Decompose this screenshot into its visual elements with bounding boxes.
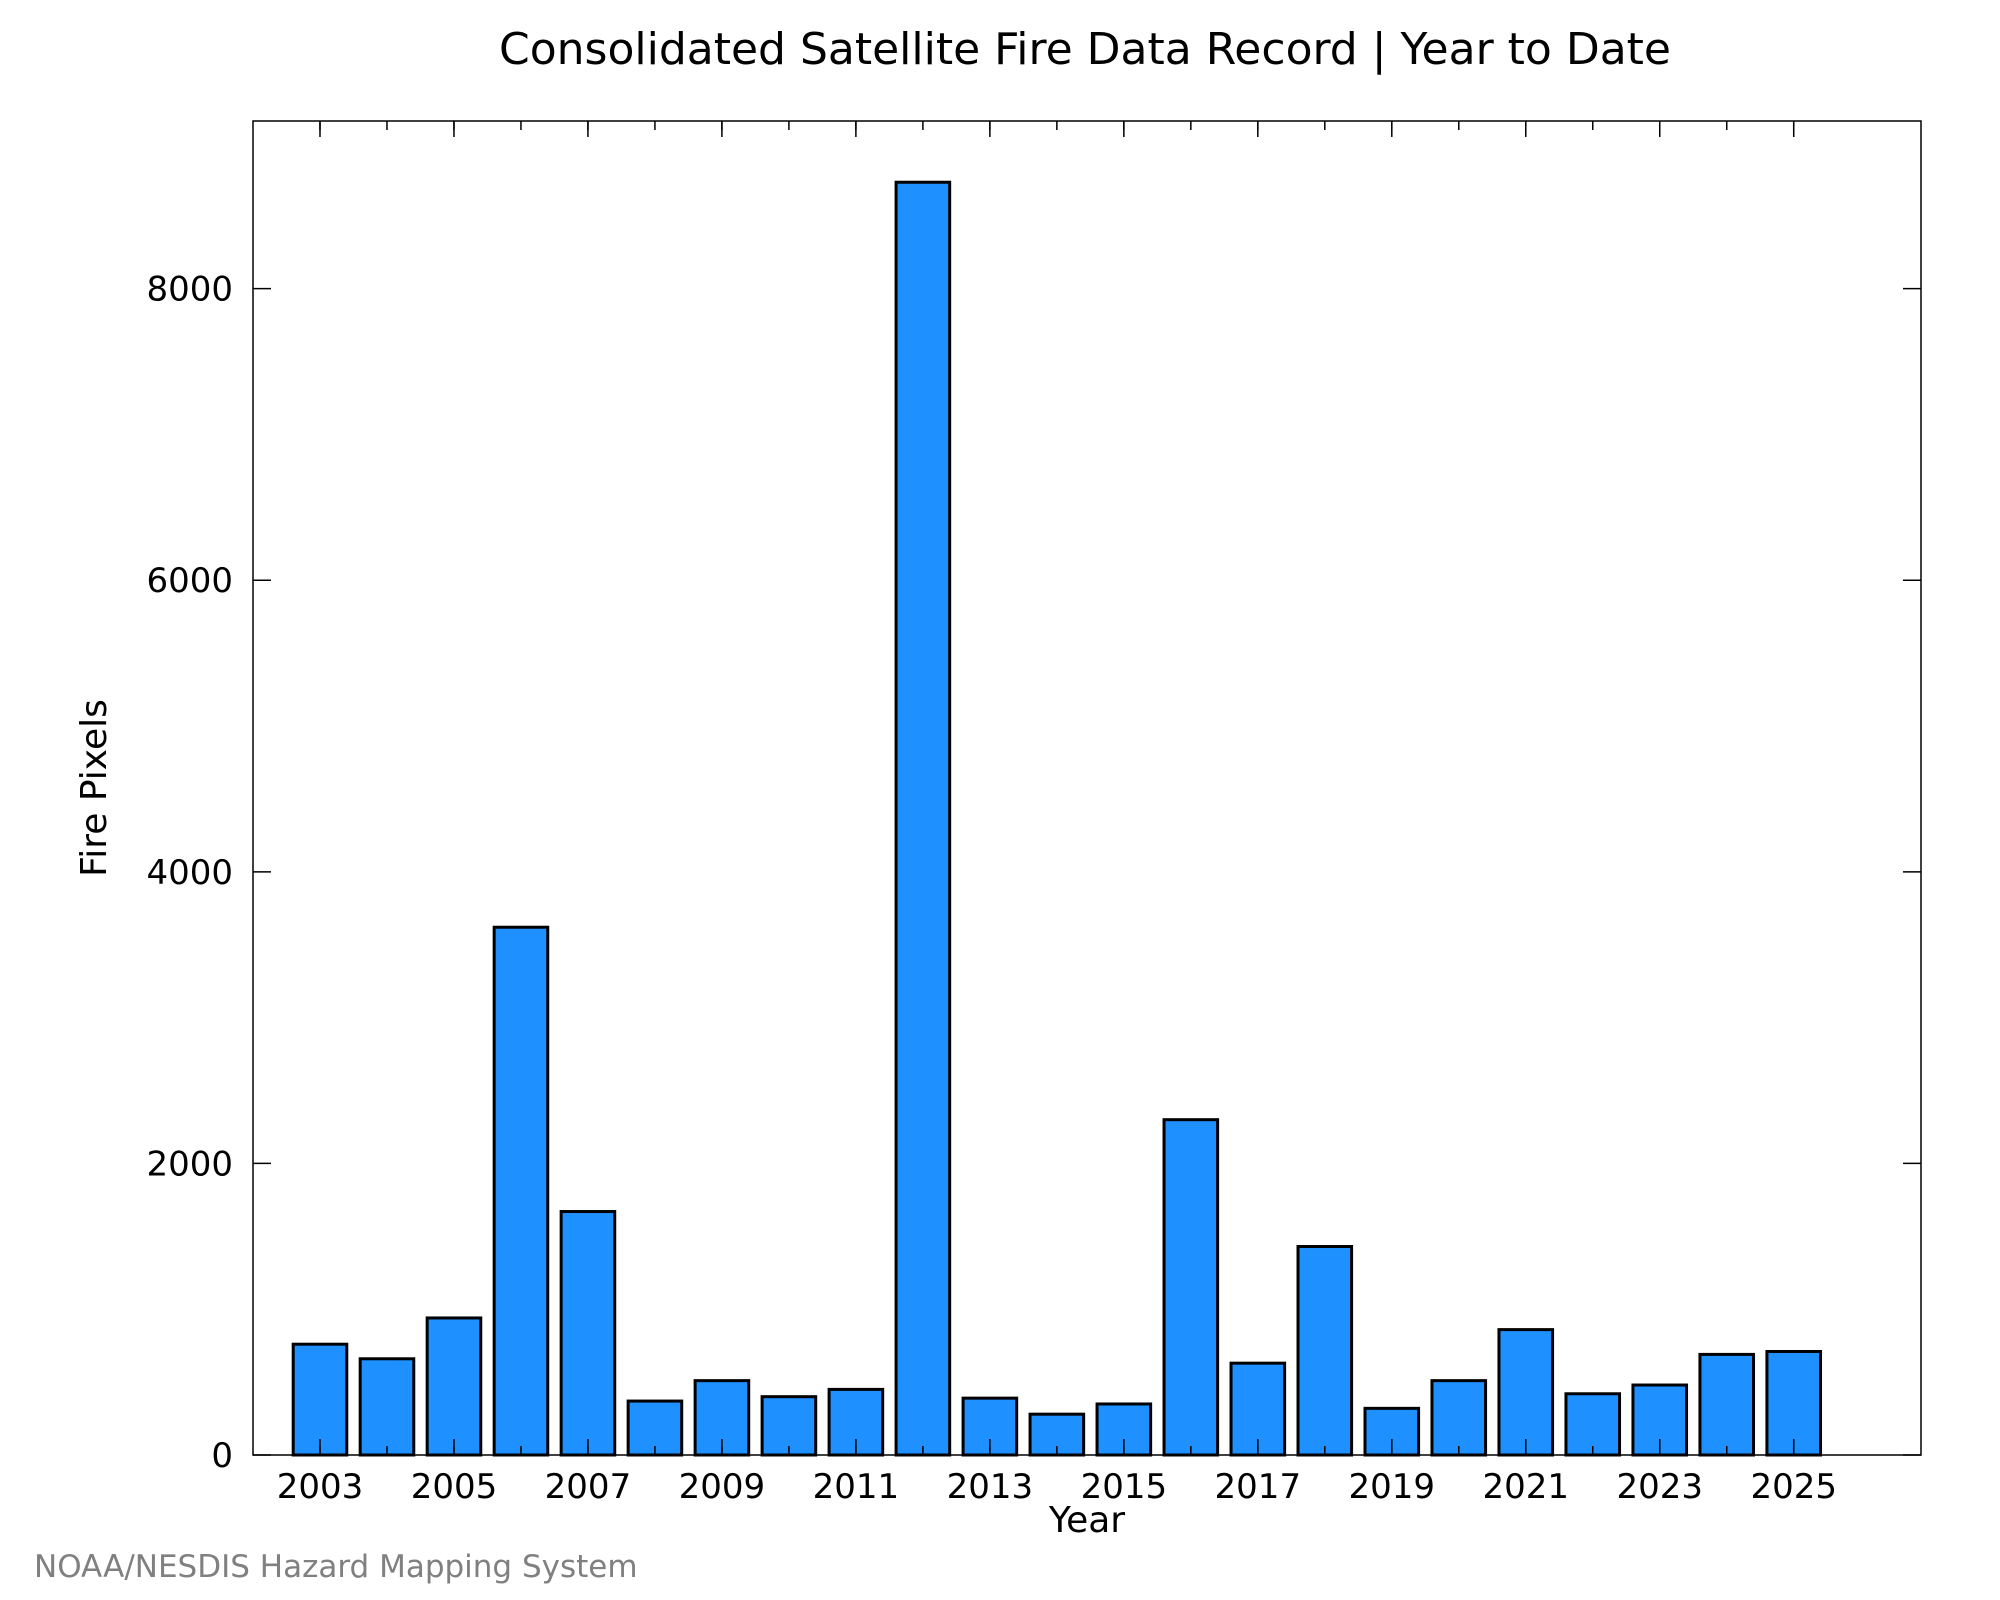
bar-2018 — [1296, 1245, 1354, 1457]
bar-2004 — [358, 1357, 416, 1457]
x-tick-label-2009: 2009 — [679, 1467, 766, 1507]
x-axis-label: Year — [1048, 1500, 1125, 1541]
plot-frame — [252, 120, 1922, 1456]
y-tick-label-2000: 2000 — [146, 1144, 233, 1184]
x-tick-label-2005: 2005 — [411, 1467, 498, 1507]
y-tick-label-6000: 6000 — [146, 561, 233, 601]
x-tick-label-2015: 2015 — [1081, 1467, 1168, 1507]
y-axis-label: Fire Pixels — [74, 699, 115, 877]
x-tick-label-2021: 2021 — [1483, 1467, 1570, 1507]
x-tick-label-2011: 2011 — [813, 1467, 900, 1507]
bar-2024 — [1698, 1352, 1756, 1457]
y-tick-label-8000: 8000 — [146, 270, 233, 310]
bar-2020 — [1430, 1379, 1488, 1457]
bars-layer — [291, 180, 1823, 1457]
axes-layer: 2003 2005 2007 2009 2011 2013 2015 2017 2019 2021… — [146, 121, 1921, 1507]
x-tick-label-2023: 2023 — [1616, 1467, 1703, 1507]
bar-2003 — [291, 1342, 349, 1457]
x-tick-label-2007: 2007 — [545, 1467, 632, 1507]
credit-text: NOAA/NESDIS Hazard Mapping System — [34, 1549, 638, 1585]
bar-2012 — [894, 180, 952, 1457]
x-tick-label-2003: 2003 — [277, 1467, 364, 1507]
bar-2021 — [1497, 1328, 1555, 1457]
bar-2007 — [559, 1210, 617, 1457]
bar-2025 — [1765, 1349, 1823, 1457]
bar-2022 — [1564, 1392, 1622, 1457]
bar-2006 — [492, 925, 550, 1457]
chart-title: Consolidated Satellite Fire Data Record … — [499, 24, 1671, 75]
y-tick-label-4000: 4000 — [146, 853, 233, 893]
y-tick-label-0: 0 — [211, 1436, 233, 1476]
bar-2016 — [1162, 1118, 1220, 1457]
x-tick-label-2019: 2019 — [1349, 1467, 1436, 1507]
x-tick-label-2013: 2013 — [947, 1467, 1034, 1507]
x-tick-label-2017: 2017 — [1215, 1467, 1302, 1507]
x-tick-label-2025: 2025 — [1750, 1467, 1837, 1507]
bar-2005 — [425, 1316, 483, 1457]
